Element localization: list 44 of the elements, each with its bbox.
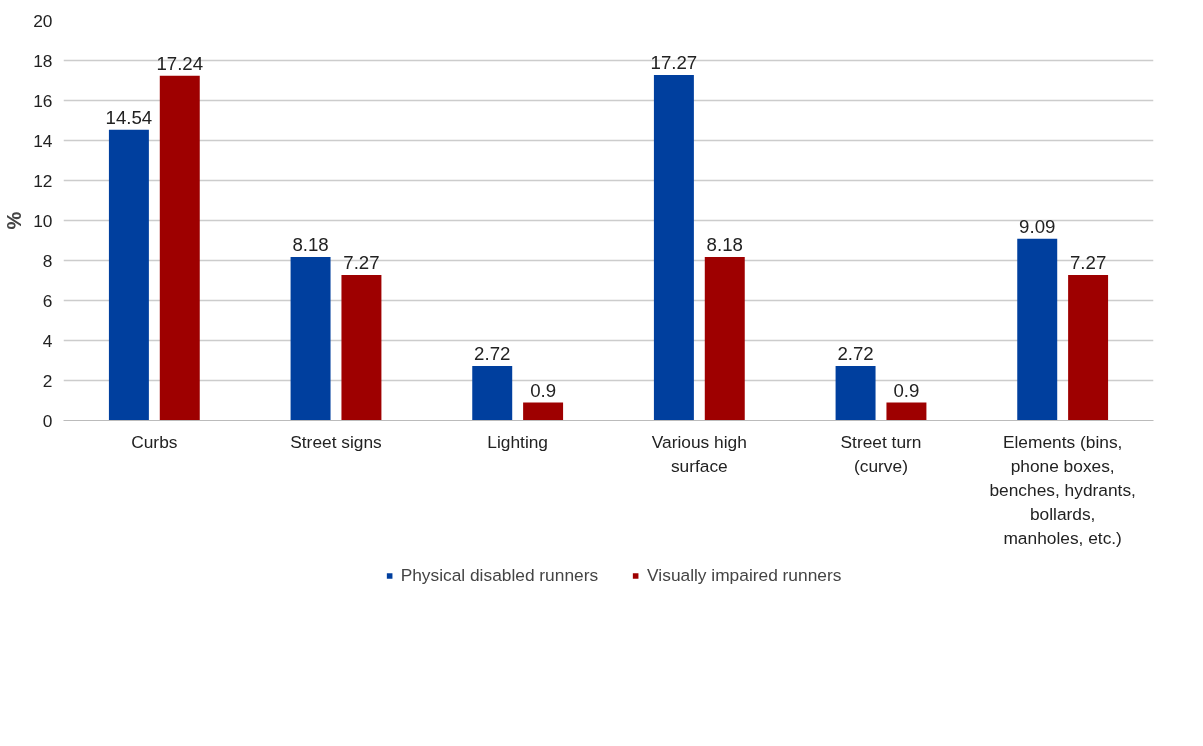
x-tick-label: Various high surface (651, 431, 747, 476)
x-tick-label: Street turn (curve) (840, 431, 922, 476)
bar (290, 256, 331, 421)
y-tick-label: 4 (42, 330, 53, 351)
y-tick-label: 8 (42, 250, 53, 271)
data-label: 9.09 (1019, 215, 1056, 237)
data-label: 2.72 (474, 343, 511, 365)
data-label: 14.54 (105, 106, 153, 128)
x-tick-label: Street signs (290, 431, 383, 452)
data-label: 7.27 (343, 252, 380, 274)
y-tick-label: 16 (33, 90, 53, 111)
legend-label: Visually impaired runners (647, 564, 842, 586)
data-label: 0.9 (530, 379, 557, 401)
data-label: 17.27 (650, 52, 698, 74)
bar (835, 366, 876, 421)
bar (523, 402, 564, 421)
y-axis-title: % (3, 211, 26, 230)
data-label: 2.72 (837, 343, 874, 365)
y-tick-label: 6 (42, 290, 53, 311)
bar (1068, 275, 1109, 421)
bar (653, 75, 694, 421)
y-tick-label: 12 (33, 170, 53, 191)
data-label: 17.24 (156, 52, 204, 74)
data-label: 7.27 (1069, 252, 1107, 274)
data-label: 8.18 (292, 233, 329, 255)
legend-label: Physical disabled runners (400, 564, 599, 586)
y-tick-label: 20 (33, 10, 53, 31)
y-tick-label: 14 (33, 130, 53, 151)
y-tick-label: 0 (42, 410, 53, 431)
bar (108, 129, 149, 421)
bar (472, 366, 513, 421)
y-tick-label: 2 (42, 370, 53, 391)
x-tick-label: Elements (bins, phone boxes, benches, hydrants, bollards, manholes, etc.) (989, 431, 1136, 548)
y-tick-label: 18 (33, 50, 53, 71)
bar (159, 75, 200, 421)
bar (341, 275, 382, 421)
x-tick-label: Lighting (487, 431, 549, 452)
y-tick-label: 10 (33, 210, 53, 231)
bar (1017, 238, 1058, 421)
bar (704, 256, 745, 421)
bar (886, 402, 927, 421)
data-label: 8.18 (706, 233, 743, 255)
x-tick-label: Curbs (131, 431, 178, 452)
data-label: 0.9 (893, 379, 920, 401)
